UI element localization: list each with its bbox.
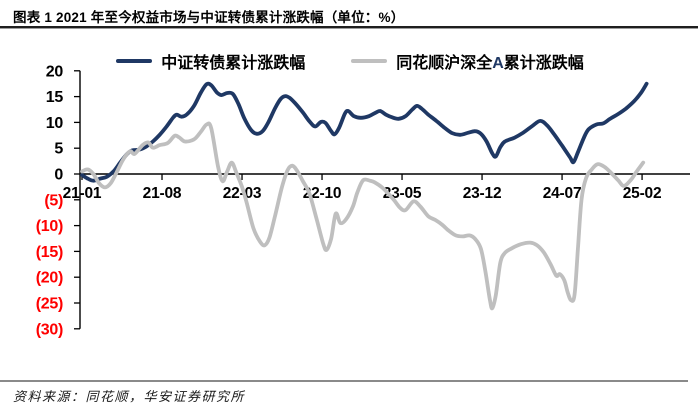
source-note: 资料来源：同花顺，华安证券研究所 [13,389,246,404]
legend-line-swatch [116,59,153,63]
chart-legend: 中证转债累计涨跌幅 同花顺沪深全A累计涨跌幅 [0,49,700,73]
x-axis-label: 23-12 [463,185,502,202]
y-axis-label: 5 [54,141,63,158]
y-axis-label: (25) [36,296,63,313]
legend-label: 同花顺沪深全A累计涨跌幅 [396,55,584,72]
legend-item-1: 中证转债累计涨跌幅 [116,49,305,73]
y-axis-label: (15) [36,244,63,261]
y-axis-label: 10 [46,115,64,132]
y-axis-label: 15 [46,89,64,106]
x-axis-label: 25-02 [623,185,662,202]
series-line-convertible-bond [80,81,649,183]
legend-label: 中证转债累计涨跌幅 [161,55,306,72]
title-separator [0,26,698,29]
figure-title: 图表 1 2021 年至今权益市场与中证转债累计涨跌幅（单位：%） [13,10,405,25]
y-axis-label: (30) [36,321,63,338]
footer-separator [0,380,688,382]
x-axis-label: 21-01 [63,185,102,202]
x-axis-label: 24-07 [543,185,582,202]
y-axis-label: (5) [44,192,63,209]
legend-item-2: 同花顺沪深全A累计涨跌幅 [351,49,584,73]
legend-line-swatch [351,59,388,63]
x-axis-label: 21-08 [143,185,182,202]
y-axis-label: (10) [36,218,63,235]
series-line-all-a-index [80,121,646,311]
y-axis-label: 0 [54,167,63,184]
y-axis-label: (20) [36,270,63,287]
y-axis-label: 20 [46,63,64,80]
